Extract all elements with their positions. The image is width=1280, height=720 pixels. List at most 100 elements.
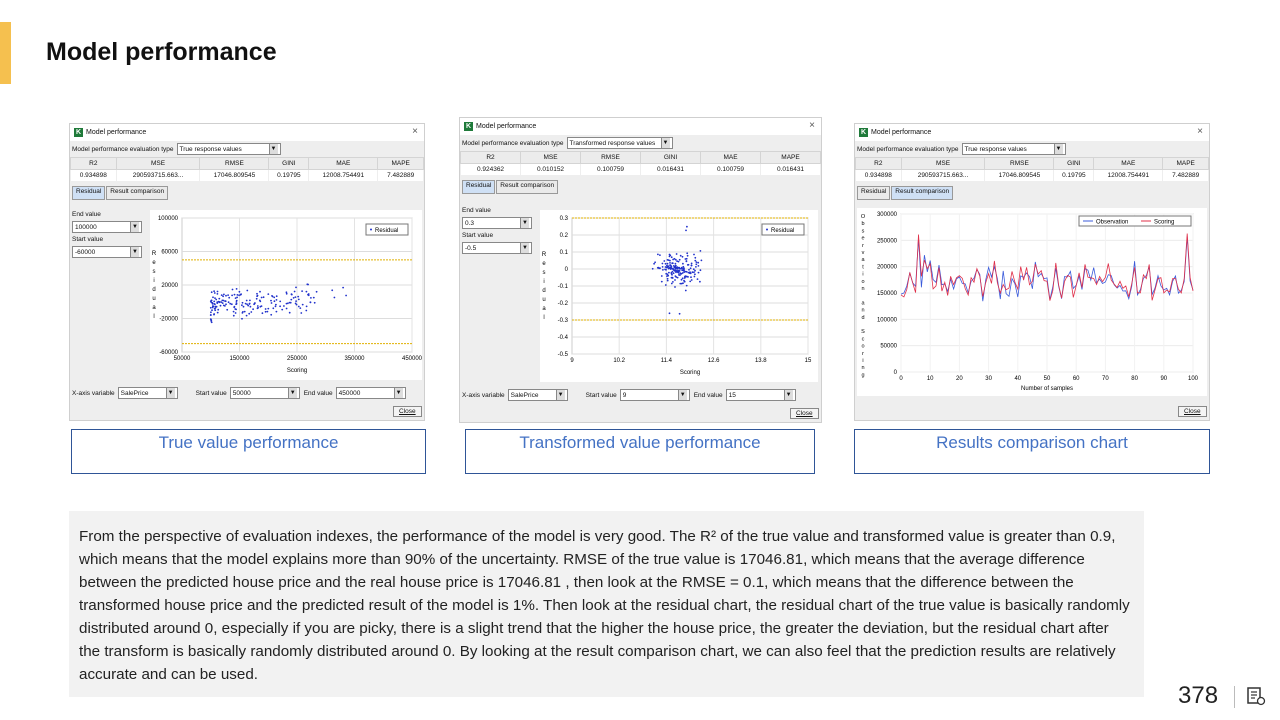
residual-point <box>667 274 670 277</box>
y-axis-label-char: a <box>861 257 865 263</box>
residual-point <box>679 254 682 257</box>
residual-point <box>215 298 218 301</box>
residual-point <box>697 271 700 274</box>
x-tick-label: 90 <box>1160 376 1167 382</box>
residual-point <box>670 276 673 279</box>
close-icon[interactable]: × <box>412 126 418 137</box>
residual-point <box>678 266 681 269</box>
metric-header: MAPE <box>1162 157 1209 170</box>
y-tick-label: 100000 <box>158 216 179 222</box>
residual-point <box>668 253 671 256</box>
tab-result-comparison[interactable]: Result comparison <box>496 180 559 194</box>
y-axis-label-char: i <box>543 279 544 285</box>
residual-point <box>238 294 240 297</box>
metric-header: GINI <box>1053 157 1095 170</box>
residual-point <box>670 265 673 268</box>
residual-point <box>225 294 227 297</box>
residual-point <box>222 295 224 298</box>
x-axis-variable-select[interactable]: SalePrice ▼ <box>507 389 568 401</box>
chevron-down-icon: ▼ <box>555 390 565 400</box>
bottom-start-value-select[interactable]: 50000 ▼ <box>229 387 300 399</box>
residual-point <box>213 300 216 303</box>
residual-point <box>210 311 212 314</box>
residual-point <box>679 272 682 275</box>
y-axis-label-char: r <box>862 243 864 249</box>
residual-point <box>255 297 258 300</box>
metric-value: 0.934898 <box>855 169 902 182</box>
model-performance-window-transformed: K Model performance × Model performance … <box>459 117 822 423</box>
residual-point <box>664 262 667 265</box>
x-tick-label: 10 <box>927 376 934 382</box>
residual-point <box>294 302 297 305</box>
tab-residual[interactable]: Residual <box>72 186 106 200</box>
residual-point <box>260 296 263 299</box>
residual-point <box>283 305 285 307</box>
residual-point <box>312 296 315 299</box>
eval-type-select[interactable]: True response values ▼ <box>176 143 281 155</box>
y-axis-label-char: a <box>861 300 865 306</box>
residual-point <box>272 307 275 310</box>
y-axis-label-char: a <box>152 305 156 311</box>
start-value-select[interactable]: -60000 ▼ <box>72 246 142 258</box>
x-tick-label: 50000 <box>174 356 191 362</box>
tab-result-comparison[interactable]: Result comparison <box>891 186 954 200</box>
x-tick-label: 40 <box>1014 376 1021 382</box>
residual-point <box>245 314 248 317</box>
end-value-label: End value <box>462 207 491 214</box>
y-axis-label-char: l <box>543 315 544 321</box>
residual-point <box>660 275 663 277</box>
close-icon[interactable]: × <box>1197 126 1203 137</box>
tab-residual[interactable]: Residual <box>462 180 496 194</box>
residual-point <box>305 305 308 308</box>
y-tick-label: -20000 <box>159 317 178 323</box>
residual-point <box>673 257 676 260</box>
residual-point <box>213 290 215 293</box>
bottom-start-value-label: Start value <box>195 389 227 397</box>
y-axis-label-char: b <box>861 221 864 227</box>
x-axis-variable-select[interactable]: SalePrice ▼ <box>117 387 178 399</box>
residual-chart: Residual 0.3 0.2 0.1 0 -0.1 -0.2 -0.3 -0.4 -0.5 1… <box>540 210 818 382</box>
residual-point <box>260 305 263 307</box>
legend-marker <box>370 228 372 231</box>
bottom-start-value-select[interactable]: 9 ▼ <box>619 389 690 401</box>
close-button[interactable]: Close <box>393 406 422 417</box>
y-axis-label-char: u <box>152 296 155 302</box>
close-button[interactable]: Close <box>790 408 819 419</box>
residual-point <box>675 253 678 255</box>
residual-point <box>213 292 216 294</box>
residual-point <box>305 309 308 312</box>
residual-point <box>693 275 696 278</box>
residual-point <box>216 293 219 295</box>
residual-point <box>666 266 669 269</box>
eval-type-select[interactable]: Transformed response values ▼ <box>566 137 673 149</box>
eval-type-select[interactable]: True response values ▼ <box>961 143 1066 155</box>
residual-point <box>232 310 235 313</box>
bottom-end-value-select[interactable]: 15 ▼ <box>725 389 796 401</box>
tab-residual[interactable]: Residual <box>857 186 891 200</box>
residual-point <box>315 290 318 293</box>
metric-header: RMSE <box>580 151 641 164</box>
residual-point <box>331 289 334 292</box>
residual-point <box>309 301 312 304</box>
y-tick-label: -0.4 <box>558 335 569 341</box>
residual-point <box>695 261 698 263</box>
close-icon[interactable]: × <box>809 120 815 131</box>
residual-point <box>681 272 684 274</box>
notes-icon[interactable] <box>1246 686 1266 706</box>
residual-point <box>684 289 687 292</box>
end-value-select[interactable]: 0.3 ▼ <box>462 217 532 229</box>
residual-point <box>699 250 702 252</box>
close-button[interactable]: Close <box>1178 406 1207 417</box>
end-value-select[interactable]: 100000 ▼ <box>72 221 142 233</box>
bottom-end-value-select[interactable]: 450000 ▼ <box>335 387 406 399</box>
residual-point <box>210 291 213 294</box>
chevron-down-icon: ▼ <box>520 218 529 228</box>
tab-result-comparison[interactable]: Result comparison <box>106 186 169 200</box>
residual-point <box>216 311 219 314</box>
residual-point <box>674 258 677 261</box>
metric-header: GINI <box>268 157 310 170</box>
start-value-select[interactable]: -0.5 ▼ <box>462 242 532 254</box>
x-axis-variable-label: X-axis variable <box>72 389 115 397</box>
residual-point <box>285 292 288 295</box>
residual-point <box>235 299 238 302</box>
